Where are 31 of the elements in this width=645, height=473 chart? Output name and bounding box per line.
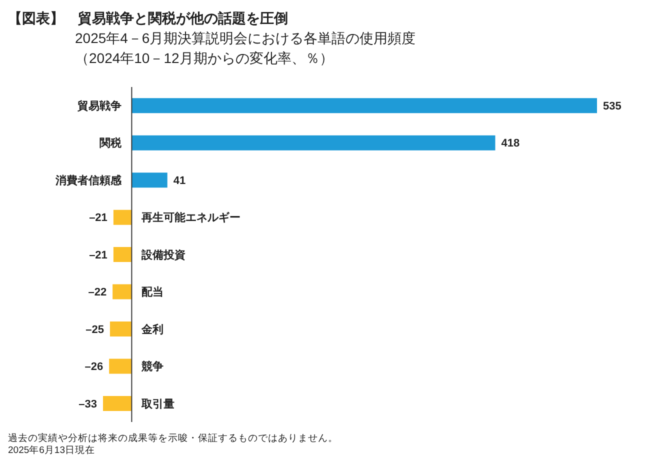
bar (113, 210, 132, 225)
data-label: 418 (501, 138, 520, 150)
bar (132, 172, 168, 188)
bar (113, 247, 132, 262)
data-label: –33 (78, 398, 97, 410)
y-tick-label: 取引量 (140, 398, 175, 410)
y-tick-label: 再生可能エネルギー (140, 211, 241, 224)
y-tick-label: 競争 (140, 360, 164, 374)
y-tick-label: 関税 (100, 136, 123, 150)
y-tick-label: 設備投資 (140, 248, 186, 262)
data-label: 535 (603, 100, 622, 113)
chart-title: 【図表】 貿易戦争と関税が他の話題を圧倒 (8, 9, 289, 28)
data-label: –25 (86, 324, 104, 336)
text: 2025年6月13日現在 (8, 445, 96, 457)
chart-subtitle: 2025年4－6月期決算説明会における各単語の使用頻度（2024年10－12月期からの変化率、％） (74, 29, 417, 68)
bar (132, 135, 496, 150)
y-tick-label: 消費者信頼感 (54, 174, 123, 187)
data-label: 41 (173, 174, 186, 187)
bar (109, 358, 132, 374)
data-label: –22 (88, 286, 107, 299)
y-tick-label: 貿易戦争 (76, 100, 122, 113)
bar (112, 284, 132, 300)
data-label: –21 (89, 249, 108, 262)
y-tick-label: 金利 (140, 322, 164, 336)
text: 過去の実績や分析は将来の成果等を示唆・保証するものではありません。 (8, 433, 339, 445)
bar (103, 396, 132, 411)
bar (110, 322, 132, 336)
y-tick-label: 配当 (142, 286, 164, 299)
data-label: –26 (84, 361, 104, 374)
bar (132, 98, 597, 114)
data-label: –21 (89, 212, 108, 224)
